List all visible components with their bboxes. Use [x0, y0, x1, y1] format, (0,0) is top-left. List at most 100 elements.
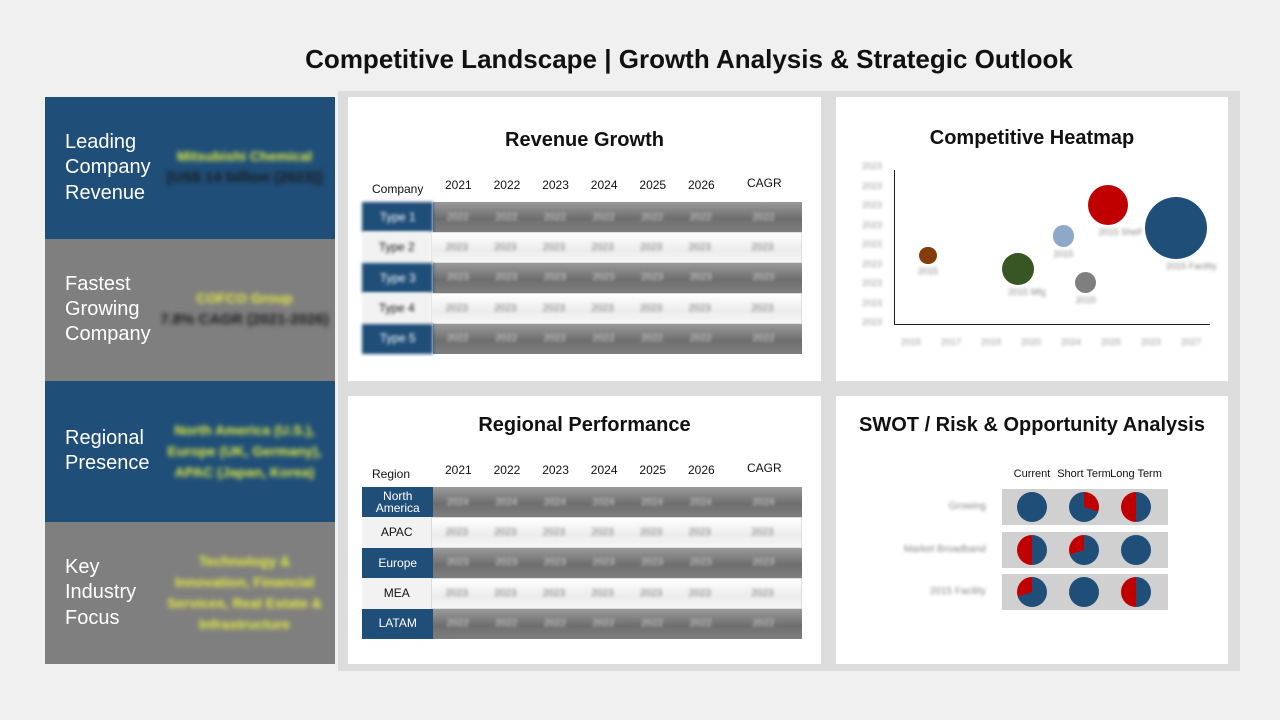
kpi-industry-focus: Key Industry Focus Technology & Innovati… — [45, 522, 335, 664]
cell-value: 2023 — [689, 557, 712, 569]
swot-row-label: 2015 Facility — [929, 586, 986, 597]
kpi-label: Leading Company Revenue — [65, 130, 151, 204]
swot-pie — [1017, 577, 1047, 607]
swot-pie — [1069, 577, 1099, 607]
cell-value: 2023 — [495, 557, 518, 569]
cell-cagr: 2023 — [751, 302, 774, 314]
cell-value: 2022 — [495, 333, 518, 345]
bubble-marker — [1075, 271, 1097, 293]
x-tick-label: 2015 — [901, 337, 922, 347]
table-row: Type 2 2023 2023 2023 2023 2023 2023 2023 — [362, 232, 802, 263]
row-label: Type 1 — [362, 202, 434, 233]
bubble-label: 2015 Shelf — [1098, 226, 1142, 237]
row-cells: 2024 2024 2024 2024 2024 2024 2024 — [433, 487, 802, 518]
cell-cagr: 2023 — [752, 557, 775, 569]
table-row: MEA 2023 2023 2023 2023 2023 2023 2023 — [362, 578, 802, 609]
cell-value: 2023 — [542, 242, 566, 254]
cell-value: 2023 — [592, 557, 615, 569]
cell-value: 2023 — [445, 527, 468, 539]
bubble-label: 2015 Mfg — [1008, 287, 1046, 298]
row-cells: 2023 2023 2023 2023 2023 2023 2023 — [431, 578, 802, 609]
x-tick-label: 2025 — [1101, 337, 1122, 347]
y-tick-label: 2023 — [862, 200, 883, 210]
row-cells: 2022 2022 2022 2022 2022 2022 2022 — [433, 202, 802, 233]
swot-column-header: Short Term — [1057, 468, 1111, 480]
kpi-detail: [US$ 14 billion (2023)] — [166, 169, 323, 187]
header-year: 2026 — [688, 463, 715, 477]
cell-value: 2023 — [543, 272, 567, 284]
row-cells: 2022 2022 2022 2022 2022 2022 2022 — [433, 323, 802, 354]
row-label: Type 2 — [362, 232, 432, 263]
cell-value: 2023 — [592, 272, 615, 284]
cell-value: 2024 — [592, 496, 615, 508]
cell-value: 2023 — [495, 272, 518, 284]
cell-value: 2023 — [542, 587, 566, 599]
kpi-regional-presence: Regional Presence North America (U.S.), … — [45, 380, 335, 523]
cell-value: 2023 — [591, 587, 614, 599]
bubble-label: 2015 — [1053, 248, 1074, 259]
row-label: APAC — [362, 517, 432, 548]
table-row: Type 3 2023 2023 2023 2023 2023 2023 2023 — [362, 262, 802, 294]
header-year: 2024 — [590, 178, 618, 192]
cell-value: 2022 — [640, 618, 664, 630]
header-year: 2021 — [445, 178, 472, 192]
regional-title: Regional Performance — [478, 414, 691, 436]
row-cells: 2023 2023 2023 2023 2023 2023 2023 — [431, 517, 802, 548]
swot-row-label: Growing — [948, 501, 986, 512]
cell-value: 2022 — [543, 333, 567, 345]
cell-value: 2023 — [688, 242, 711, 254]
cell-value: 2023 — [688, 527, 711, 539]
cell-value: 2024 — [495, 496, 518, 508]
kpi-highlight: COFCO Group — [196, 289, 293, 306]
header-year: 2023 — [542, 178, 569, 192]
cell-value: 2023 — [446, 272, 469, 284]
kpi-label: Fastest Growing Company — [65, 272, 151, 346]
bubble-marker — [919, 246, 937, 264]
header-cagr: CAGR — [747, 461, 782, 475]
cell-value: 2023 — [494, 587, 517, 599]
x-tick-label: 2024 — [1061, 337, 1082, 347]
cell-value: 2023 — [494, 527, 517, 539]
kpi-highlight: North America (U.S.), Europe (UK, German… — [167, 421, 322, 480]
cell-cagr: 2023 — [751, 242, 774, 254]
cell-cagr: 2022 — [752, 333, 775, 345]
table-row: Type 1 2022 2022 2022 2022 2022 2022 2022 — [362, 202, 802, 233]
swot-column-header: Current — [1013, 468, 1051, 480]
header-year: 2022 — [493, 178, 521, 192]
cell-value: 2023 — [542, 527, 566, 539]
x-tick-label: 2020 — [1021, 337, 1042, 347]
bubble-label: 2015 — [1075, 295, 1096, 305]
kpi-highlight: Mitsubishi Chemical — [176, 148, 313, 165]
swot-row-label: Market Broadband — [903, 544, 986, 555]
table-row: Europe 2023 2023 2023 2023 2023 2023 2023 — [362, 547, 802, 579]
header-year: 2024 — [590, 463, 618, 477]
x-tick-label: 2019 — [981, 337, 1002, 347]
y-tick-label: 2023 — [862, 317, 883, 327]
cell-value: 2023 — [445, 587, 468, 599]
revenue-table: Company 2021 2022 2023 2024 2025 2026 CAGR Type … — [362, 176, 802, 354]
swot-column-header: Long Term — [1110, 468, 1162, 480]
header-corner: Region — [372, 467, 411, 481]
cell-value: 2023 — [445, 242, 468, 254]
header-year: 2022 — [493, 463, 521, 477]
swot-pie — [1121, 535, 1151, 565]
swot-panel: SWOT / Risk & Opportunity Analysis Curre… — [836, 396, 1228, 664]
table-row: North America 2024 2024 2024 2024 2024 2024 202… — [362, 487, 802, 518]
header-year: 2023 — [542, 463, 569, 477]
cell-value: 2022 — [446, 211, 469, 223]
cell-value: 2024 — [689, 496, 712, 508]
revenue-panel: Revenue Growth Company 2021 2022 2023 2024 20… — [348, 97, 821, 381]
cell-value: 2023 — [591, 242, 614, 254]
cell-value: 2022 — [495, 618, 518, 630]
regional-panel: Regional Performance Region 2021 2022 2023 2… — [348, 396, 821, 664]
cell-value: 2023 — [688, 302, 711, 314]
bubble-marker — [1001, 252, 1035, 286]
table-row: Type 4 2023 2023 2023 2023 2023 2023 2023 — [362, 293, 802, 324]
swot-title: SWOT / Risk & Opportunity Analysis — [859, 414, 1205, 436]
cell-value: 2023 — [446, 557, 469, 569]
cell-value: 2022 — [592, 333, 615, 345]
cell-value: 2023 — [494, 242, 517, 254]
row-cells: 2023 2023 2023 2023 2023 2023 2023 — [433, 547, 802, 579]
x-tick-label: 2017 — [941, 337, 962, 347]
cell-value: 2022 — [592, 211, 615, 223]
